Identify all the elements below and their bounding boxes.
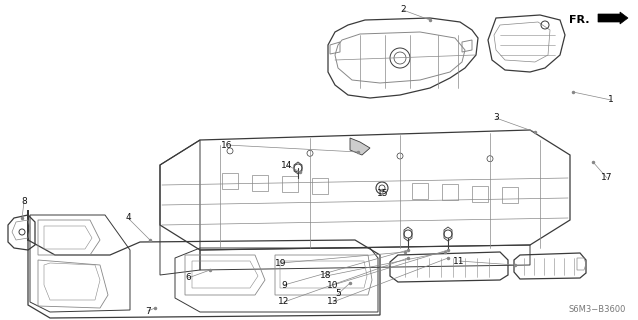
Text: 3: 3 [493, 114, 499, 123]
Text: 2: 2 [400, 5, 406, 14]
Text: 11: 11 [453, 257, 464, 266]
FancyArrow shape [598, 12, 628, 24]
Text: 19: 19 [275, 259, 286, 268]
Text: 12: 12 [278, 298, 290, 307]
Text: S6M3−B3600: S6M3−B3600 [568, 305, 626, 314]
Text: 14: 14 [281, 161, 293, 170]
Text: 4: 4 [125, 213, 131, 222]
Text: 16: 16 [221, 140, 233, 149]
Text: FR.: FR. [570, 15, 590, 25]
Text: 7: 7 [145, 307, 151, 316]
Text: 9: 9 [281, 281, 287, 290]
Text: 1: 1 [608, 95, 614, 105]
Text: 15: 15 [377, 188, 389, 197]
Text: 8: 8 [21, 197, 27, 206]
Text: 17: 17 [601, 173, 612, 182]
Text: 10: 10 [327, 281, 339, 290]
Text: 6: 6 [185, 274, 191, 283]
Polygon shape [350, 138, 370, 155]
Text: 18: 18 [320, 271, 332, 281]
Text: 5: 5 [335, 290, 341, 299]
Text: 13: 13 [327, 298, 339, 307]
